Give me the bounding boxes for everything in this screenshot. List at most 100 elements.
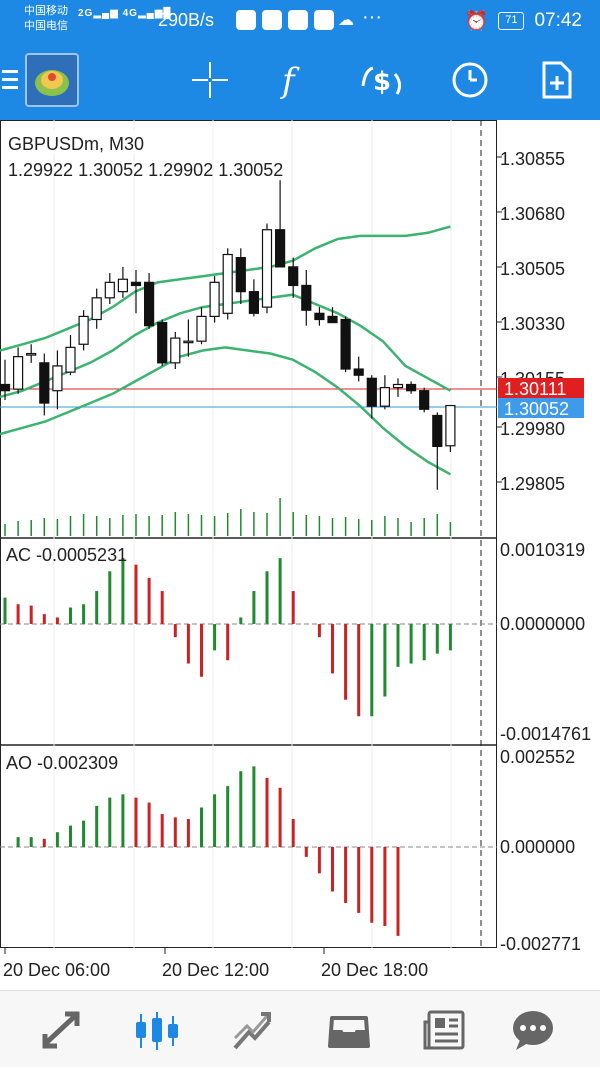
bear-candle <box>432 414 443 448</box>
ao-tick: 0.002552 <box>500 747 575 767</box>
bear-candle <box>144 281 155 327</box>
status-right: ⏰ 71 07:42 <box>465 9 582 33</box>
bull-candle <box>209 281 220 318</box>
bear-candle <box>340 318 351 370</box>
price-tick: 1.30505 <box>500 259 565 279</box>
volume-bars <box>4 498 452 536</box>
time-axis: 20 Dec 06:00 20 Dec 12:00 20 Dec 18:00 <box>3 948 428 980</box>
cloud-icon: ☁ <box>338 12 354 29</box>
notif-app-icon <box>314 10 334 30</box>
bottom-navigation <box>0 990 600 1067</box>
time-label: 20 Dec 06:00 <box>3 960 110 980</box>
ac-label: AC -0.0005231 <box>6 545 127 565</box>
bull-candle <box>26 352 37 356</box>
bear-candle <box>157 321 168 364</box>
carrier-2: 中国电信 <box>24 20 68 32</box>
chart-area[interactable]: 1.30855 1.30680 1.30505 1.30330 1.30155 … <box>0 120 600 990</box>
bear-candle <box>353 368 364 376</box>
nav-history[interactable] <box>309 991 389 1068</box>
objects-icon: $ <box>361 66 402 97</box>
notif-app-icon <box>236 10 256 30</box>
objects-button[interactable]: $ <box>356 40 412 120</box>
app-toolbar: f $ <box>0 40 600 120</box>
bear-candle <box>275 229 286 268</box>
bear-candle <box>288 266 299 287</box>
carrier-1: 中国移动 <box>24 5 68 17</box>
bull-candle <box>222 253 233 314</box>
indicators-icon: f <box>279 61 300 100</box>
ao-label: AO -0.002309 <box>6 753 118 773</box>
nav-quotes[interactable] <box>21 991 101 1068</box>
bear-candle <box>0 383 11 392</box>
timeframe-clock-icon <box>452 62 488 98</box>
app-logo-icon <box>25 53 79 107</box>
bull-candle <box>392 383 404 389</box>
alarm-icon: ⏰ <box>464 11 489 32</box>
app-logo-button[interactable] <box>24 40 80 120</box>
price-tick: 1.29805 <box>500 474 565 494</box>
bull-candle <box>78 315 89 345</box>
ac-tick: 0.0000000 <box>500 614 585 634</box>
candlesticks <box>0 180 456 490</box>
clock-time: 07:42 <box>534 10 582 31</box>
chat-icon <box>513 1010 553 1050</box>
ask-tag <box>498 398 584 418</box>
crosshair-button[interactable] <box>185 40 235 120</box>
signal-indicators: 2G▂▄▆ 4G▂▄▆█ <box>78 8 172 19</box>
bull-candle <box>379 386 390 407</box>
trade-icon <box>233 1011 271 1049</box>
chart-canvas[interactable]: 1.30855 1.30680 1.30505 1.30330 1.30155 … <box>0 120 600 990</box>
ao-tick: 0.000000 <box>500 837 575 857</box>
bid-tag <box>498 378 584 398</box>
symbol-label: GBPUSDm, M30 <box>8 134 144 154</box>
signal-1-label: 2G <box>78 8 94 19</box>
time-label: 20 Dec 12:00 <box>162 960 269 980</box>
bear-candle <box>39 362 50 404</box>
band-lower <box>0 346 452 476</box>
time-label: 20 Dec 18:00 <box>321 960 428 980</box>
ohlc-label: 1.29922 1.30052 1.29902 1.30052 <box>8 160 283 180</box>
ao-tick: -0.002771 <box>500 934 581 954</box>
notif-app-icon <box>288 10 308 30</box>
nav-news[interactable] <box>405 991 485 1068</box>
price-axis: 1.30855 1.30680 1.30505 1.30330 1.30155 … <box>497 149 565 494</box>
quotes-icon <box>42 1011 80 1048</box>
history-icon <box>328 1015 370 1048</box>
bull-candle <box>196 315 207 342</box>
bear-candle <box>301 284 312 311</box>
bull-candle <box>52 365 63 392</box>
bull-candle <box>13 356 24 390</box>
more-notifications-icon: ··· <box>362 6 382 28</box>
bull-candle <box>170 337 181 364</box>
nav-trade[interactable] <box>213 991 293 1068</box>
bull-candle <box>261 229 273 308</box>
price-tick: 1.30855 <box>500 149 565 169</box>
ask-price-label: 1.30052 <box>504 399 569 419</box>
new-order-button[interactable] <box>532 40 582 120</box>
news-icon <box>423 1010 465 1049</box>
bear-candle <box>248 291 259 314</box>
crosshair-icon <box>192 62 228 98</box>
notification-icons <box>236 10 334 30</box>
battery-icon: 71 <box>498 12 525 30</box>
timeframe-button[interactable] <box>445 40 495 120</box>
battery-level: 71 <box>505 14 518 26</box>
bull-candle <box>183 340 194 344</box>
indicators-button[interactable]: f <box>268 40 318 120</box>
bear-candle <box>314 312 325 321</box>
menu-button[interactable] <box>0 40 22 120</box>
symbol-label-bg <box>4 130 184 154</box>
network-speed: 290B/s <box>158 10 215 30</box>
bull-candle <box>117 278 129 293</box>
bear-candle <box>366 377 377 407</box>
bull-candle <box>104 281 115 299</box>
nav-chat[interactable] <box>493 991 573 1068</box>
bear-candle <box>419 390 430 410</box>
bear-candle <box>327 315 338 324</box>
ao-histogram <box>16 766 400 936</box>
bear-candle <box>130 281 142 287</box>
ac-histogram <box>3 558 452 717</box>
nav-chart[interactable] <box>117 991 197 1068</box>
carrier-labels: 中国移动 中国电信 <box>24 4 68 34</box>
notif-app-icon <box>262 10 282 30</box>
